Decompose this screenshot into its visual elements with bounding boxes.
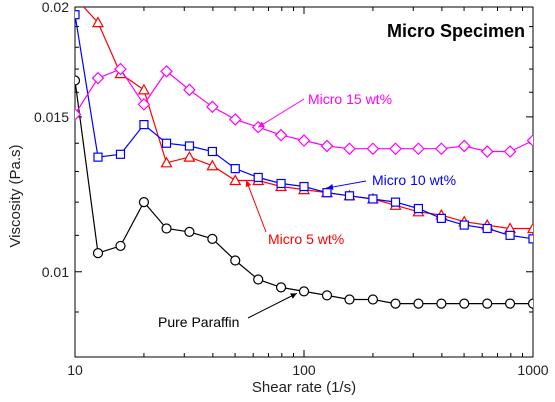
data-point-pure-paraffin	[253, 274, 264, 285]
data-point-pure-paraffin	[275, 282, 287, 293]
data-point-micro-10-wt	[299, 181, 309, 192]
data-point-micro-10-wt	[344, 191, 355, 201]
data-point-micro-5-wt	[229, 174, 242, 186]
annotation-arrowhead-micro-10-wt	[326, 184, 334, 190]
data-point-micro-15-wt	[160, 64, 173, 78]
data-point-micro-10-wt	[93, 152, 103, 162]
data-point-micro-15-wt	[343, 142, 356, 156]
data-point-micro-10-wt	[482, 223, 492, 234]
data-point-micro-10-wt	[207, 146, 217, 157]
data-point-micro-5-wt	[70, 0, 80, 2]
data-point-micro-15-wt	[274, 128, 288, 142]
data-point-pure-paraffin	[390, 298, 401, 309]
data-point-micro-15-wt	[297, 134, 311, 147]
data-point-pure-paraffin	[527, 298, 533, 309]
data-point-micro-10-wt	[230, 164, 240, 174]
data-point-micro-15-wt	[435, 142, 448, 156]
chart-title: Micro Specimen	[387, 21, 525, 41]
annotation-arrow-micro-5-wt	[245, 180, 267, 233]
data-point-pure-paraffin	[504, 298, 516, 309]
data-point-micro-10-wt	[276, 178, 286, 189]
x-tick-label: 1000	[517, 362, 548, 378]
annotation-layer: Micro 15 wt% Micro 10 wt% Micro 5 wt% Pure …	[158, 91, 456, 330]
data-point-pure-paraffin	[138, 197, 150, 208]
data-point-pure-paraffin	[298, 286, 310, 297]
y-tick-label: 0.01	[42, 264, 69, 280]
annotation-label-pure-paraffin: Pure Paraffin	[158, 314, 239, 330]
data-point-pure-paraffin	[482, 298, 493, 309]
data-point-micro-15-wt	[526, 134, 533, 147]
data-point-pure-paraffin	[436, 298, 447, 309]
data-point-micro-15-wt	[480, 145, 494, 158]
series-clip-group	[70, 0, 533, 309]
data-point-micro-10-wt	[75, 10, 80, 20]
data-point-micro-5-wt	[91, 16, 105, 28]
data-point-micro-10-wt	[436, 213, 446, 223]
y-tick-label: 0.02	[42, 0, 69, 15]
annotation-label-micro-10-wt: Micro 10 wt%	[372, 172, 456, 188]
axes: 10 100 1000 0.01 0.015 0.02	[34, 0, 549, 378]
data-point-micro-15-wt	[503, 145, 517, 158]
data-point-micro-15-wt	[389, 142, 402, 156]
annotation-label-micro-15-wt: Micro 15 wt%	[308, 91, 392, 107]
annotation-arrowhead-micro-15-wt	[258, 121, 265, 128]
data-point-micro-15-wt	[206, 100, 219, 114]
data-point-micro-5-wt	[137, 83, 150, 95]
data-point-micro-10-wt	[390, 197, 401, 207]
data-point-micro-5-wt	[206, 159, 219, 171]
data-point-micro-10-wt	[368, 194, 378, 204]
data-point-micro-15-wt	[320, 139, 334, 153]
data-point-micro-15-wt	[91, 71, 105, 85]
data-point-micro-10-wt	[115, 149, 126, 159]
data-point-micro-15-wt	[366, 142, 380, 156]
data-point-micro-10-wt	[413, 203, 424, 214]
data-point-micro-10-wt	[161, 138, 172, 148]
y-tick-label: 0.015	[34, 109, 69, 125]
x-tick-label: 100	[292, 362, 316, 378]
y-axis-title: Viscosity (Pa.s)	[7, 144, 24, 247]
annotation-arrow-pure-paraffin	[247, 292, 298, 319]
data-point-pure-paraffin	[344, 294, 355, 305]
data-point-micro-15-wt	[457, 139, 471, 153]
data-point-pure-paraffin	[367, 294, 379, 305]
data-point-pure-paraffin	[92, 248, 104, 259]
series-micro-15-wt	[75, 62, 533, 158]
x-tick-label: 10	[67, 362, 83, 378]
data-point-micro-15-wt	[412, 142, 425, 156]
data-point-micro-5-wt	[183, 150, 196, 162]
data-point-micro-10-wt	[528, 234, 533, 244]
data-point-micro-10-wt	[139, 120, 149, 130]
series-layer	[70, 0, 533, 309]
data-point-pure-paraffin	[161, 223, 172, 234]
annotation-arrow-micro-15-wt	[257, 98, 305, 128]
data-point-pure-paraffin	[459, 298, 470, 309]
data-point-micro-15-wt	[137, 98, 151, 111]
annotation-label-micro-5-wt: Micro 5 wt%	[268, 231, 344, 247]
data-point-micro-10-wt	[322, 188, 332, 198]
annotation-arrow-micro-10-wt	[326, 180, 367, 189]
x-axis-title: Shear rate (1/s)	[252, 379, 356, 396]
data-point-micro-15-wt	[75, 108, 82, 121]
data-point-pure-paraffin	[413, 298, 424, 309]
data-point-micro-10-wt	[505, 230, 515, 240]
data-point-pure-paraffin	[184, 226, 195, 238]
annotation-arrowhead-micro-5-wt	[245, 180, 252, 188]
data-point-pure-paraffin	[207, 233, 218, 244]
data-point-micro-5-wt	[160, 156, 173, 168]
data-point-micro-10-wt	[184, 141, 195, 151]
data-point-micro-15-wt	[183, 83, 196, 97]
data-point-micro-10-wt	[459, 220, 469, 230]
annotation-arrowhead-pure-paraffin	[290, 293, 297, 299]
data-point-micro-10-wt	[253, 172, 263, 183]
data-point-micro-5-wt	[526, 222, 533, 234]
series-pure-paraffin	[75, 75, 533, 309]
data-point-pure-paraffin	[321, 290, 333, 301]
data-point-micro-15-wt	[228, 113, 242, 126]
data-point-micro-15-wt	[114, 62, 127, 76]
data-point-pure-paraffin	[75, 75, 81, 86]
data-point-pure-paraffin	[115, 240, 126, 252]
data-point-pure-paraffin	[230, 255, 241, 266]
series-micro-10-wt	[75, 10, 533, 244]
